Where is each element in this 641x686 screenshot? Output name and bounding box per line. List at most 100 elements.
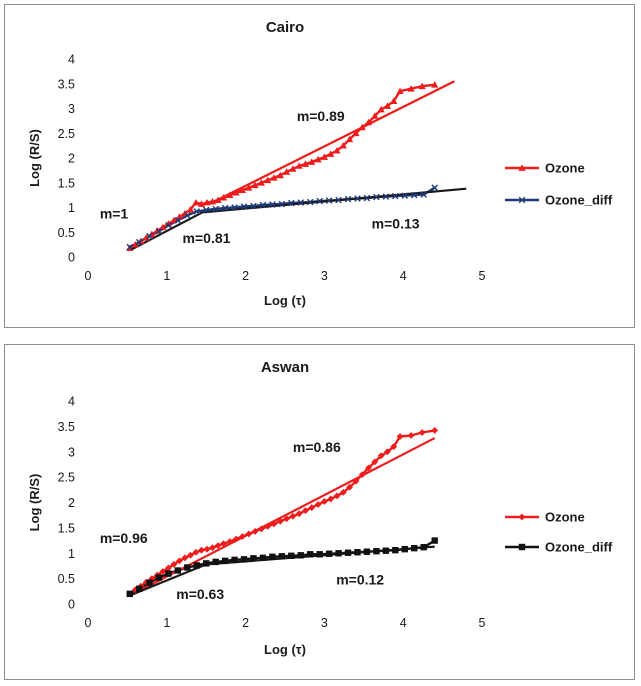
data-point-ozone-diff: [165, 570, 172, 577]
data-point-ozone-diff: [146, 232, 153, 240]
data-point-ozone: [314, 155, 322, 163]
data-point-ozone-diff: [259, 554, 267, 562]
data-point-ozone-diff: [259, 201, 267, 209]
data-point-ozone: [251, 528, 259, 535]
y-tick-label: 3.5: [58, 77, 75, 91]
y-tick-label: 3: [68, 102, 75, 116]
legend-marker-ozone: [518, 513, 526, 521]
y-tick-label: 2: [68, 152, 75, 166]
y-axis-label: Log (R/S): [27, 129, 42, 187]
data-point-ozone: [251, 181, 259, 189]
y-tick-label: 1.5: [58, 176, 75, 190]
data-point-ozone: [383, 102, 392, 109]
y-tick-label: 1.5: [58, 521, 75, 535]
data-point-ozone: [208, 197, 217, 205]
slope-annotation: m=0.89: [297, 108, 345, 124]
x-tick-label: 4: [400, 269, 407, 283]
data-point-ozone-diff: [212, 205, 219, 213]
data-point-ozone: [431, 81, 439, 88]
slope-annotation: m=1: [100, 205, 129, 221]
data-point-ozone: [365, 464, 372, 472]
slope-annotation: m=0.96: [100, 530, 148, 546]
legend-marker-ozone-diff: [518, 196, 526, 204]
data-point-ozone-diff: [146, 579, 153, 586]
data-point-ozone-diff: [203, 560, 210, 567]
data-point-ozone-diff: [373, 548, 380, 555]
slope-annotation: m=0.81: [183, 230, 231, 246]
data-point-ozone: [295, 162, 303, 169]
slope-annotation: m=0.63: [176, 586, 224, 602]
y-tick-label: 4: [68, 53, 75, 67]
data-point-ozone: [301, 160, 310, 167]
chart-title: Cairo: [266, 19, 304, 36]
data-point-ozone-diff: [392, 547, 399, 554]
data-point-ozone-diff: [231, 204, 238, 211]
data-point-ozone: [214, 542, 222, 550]
data-point-ozone-diff: [212, 558, 219, 566]
data-point-ozone: [283, 515, 290, 523]
data-point-ozone-diff: [420, 191, 427, 198]
data-point-ozone-diff: [193, 208, 201, 215]
y-tick-label: 1: [68, 547, 75, 561]
data-point-ozone-diff: [278, 200, 286, 208]
fit-ozone-0.89-line: [209, 80, 455, 205]
data-point-ozone: [339, 488, 347, 496]
data-point-ozone: [390, 443, 398, 451]
data-point-ozone-diff: [373, 193, 380, 201]
data-point-ozone-diff: [411, 544, 418, 552]
data-point-ozone-diff: [184, 564, 191, 571]
data-point-ozone: [407, 85, 415, 92]
data-point-ozone: [282, 168, 291, 175]
data-point-ozone-diff: [278, 553, 286, 560]
x-tick-label: 0: [85, 616, 92, 630]
data-point-ozone-diff: [221, 557, 229, 565]
data-point-ozone-diff: [297, 552, 304, 559]
data-point-ozone: [364, 118, 373, 126]
x-tick-label: 3: [321, 269, 328, 283]
data-point-ozone: [295, 510, 303, 518]
legend-marker-ozone-diff: [518, 543, 526, 551]
y-tick-label: 1: [68, 201, 75, 215]
x-tick-label: 0: [85, 269, 92, 283]
y-tick-label: 4: [68, 395, 75, 409]
data-point-ozone-diff: [269, 201, 276, 208]
data-point-ozone: [418, 82, 426, 90]
data-point-ozone-diff: [335, 550, 342, 557]
data-point-ozone: [390, 97, 398, 104]
data-point-ozone-diff: [392, 192, 399, 200]
data-point-ozone: [131, 241, 139, 248]
data-point-ozone: [148, 575, 156, 583]
x-tick-label: 5: [479, 616, 486, 630]
data-point-ozone-diff: [420, 543, 427, 551]
x-tick-label: 3: [321, 616, 328, 630]
slope-annotation: m=0.12: [336, 572, 384, 588]
data-point-ozone: [176, 557, 183, 565]
data-point-ozone-diff: [193, 562, 200, 569]
data-point-ozone: [245, 530, 253, 538]
data-point-ozone-diff: [325, 197, 333, 204]
data-point-ozone-diff: [316, 551, 323, 558]
data-point-ozone: [289, 512, 297, 520]
data-point-ozone-diff: [325, 550, 333, 557]
x-tick-label: 2: [242, 269, 249, 283]
data-point-ozone-diff: [240, 203, 248, 210]
legend-label-ozone: Ozone: [545, 510, 585, 525]
data-point-ozone: [358, 123, 366, 131]
data-point-ozone: [203, 545, 211, 553]
data-point-ozone: [352, 129, 360, 137]
data-point-ozone: [186, 205, 195, 213]
data-point-ozone: [327, 495, 335, 503]
data-point-ozone-diff: [221, 204, 229, 212]
data-point-ozone: [302, 507, 309, 515]
data-point-ozone: [192, 548, 200, 556]
data-point-ozone-diff: [354, 549, 361, 556]
data-point-ozone-diff: [306, 198, 314, 206]
data-point-ozone-diff: [269, 553, 276, 561]
data-point-ozone-diff: [363, 548, 371, 555]
y-tick-label: 0.5: [58, 572, 75, 586]
data-point-ozone: [164, 220, 172, 227]
legend-label-ozone-diff: Ozone_diff: [545, 540, 613, 555]
y-tick-label: 2: [68, 496, 75, 510]
data-point-ozone: [170, 561, 178, 568]
x-axis-label: Log (τ): [264, 642, 306, 657]
